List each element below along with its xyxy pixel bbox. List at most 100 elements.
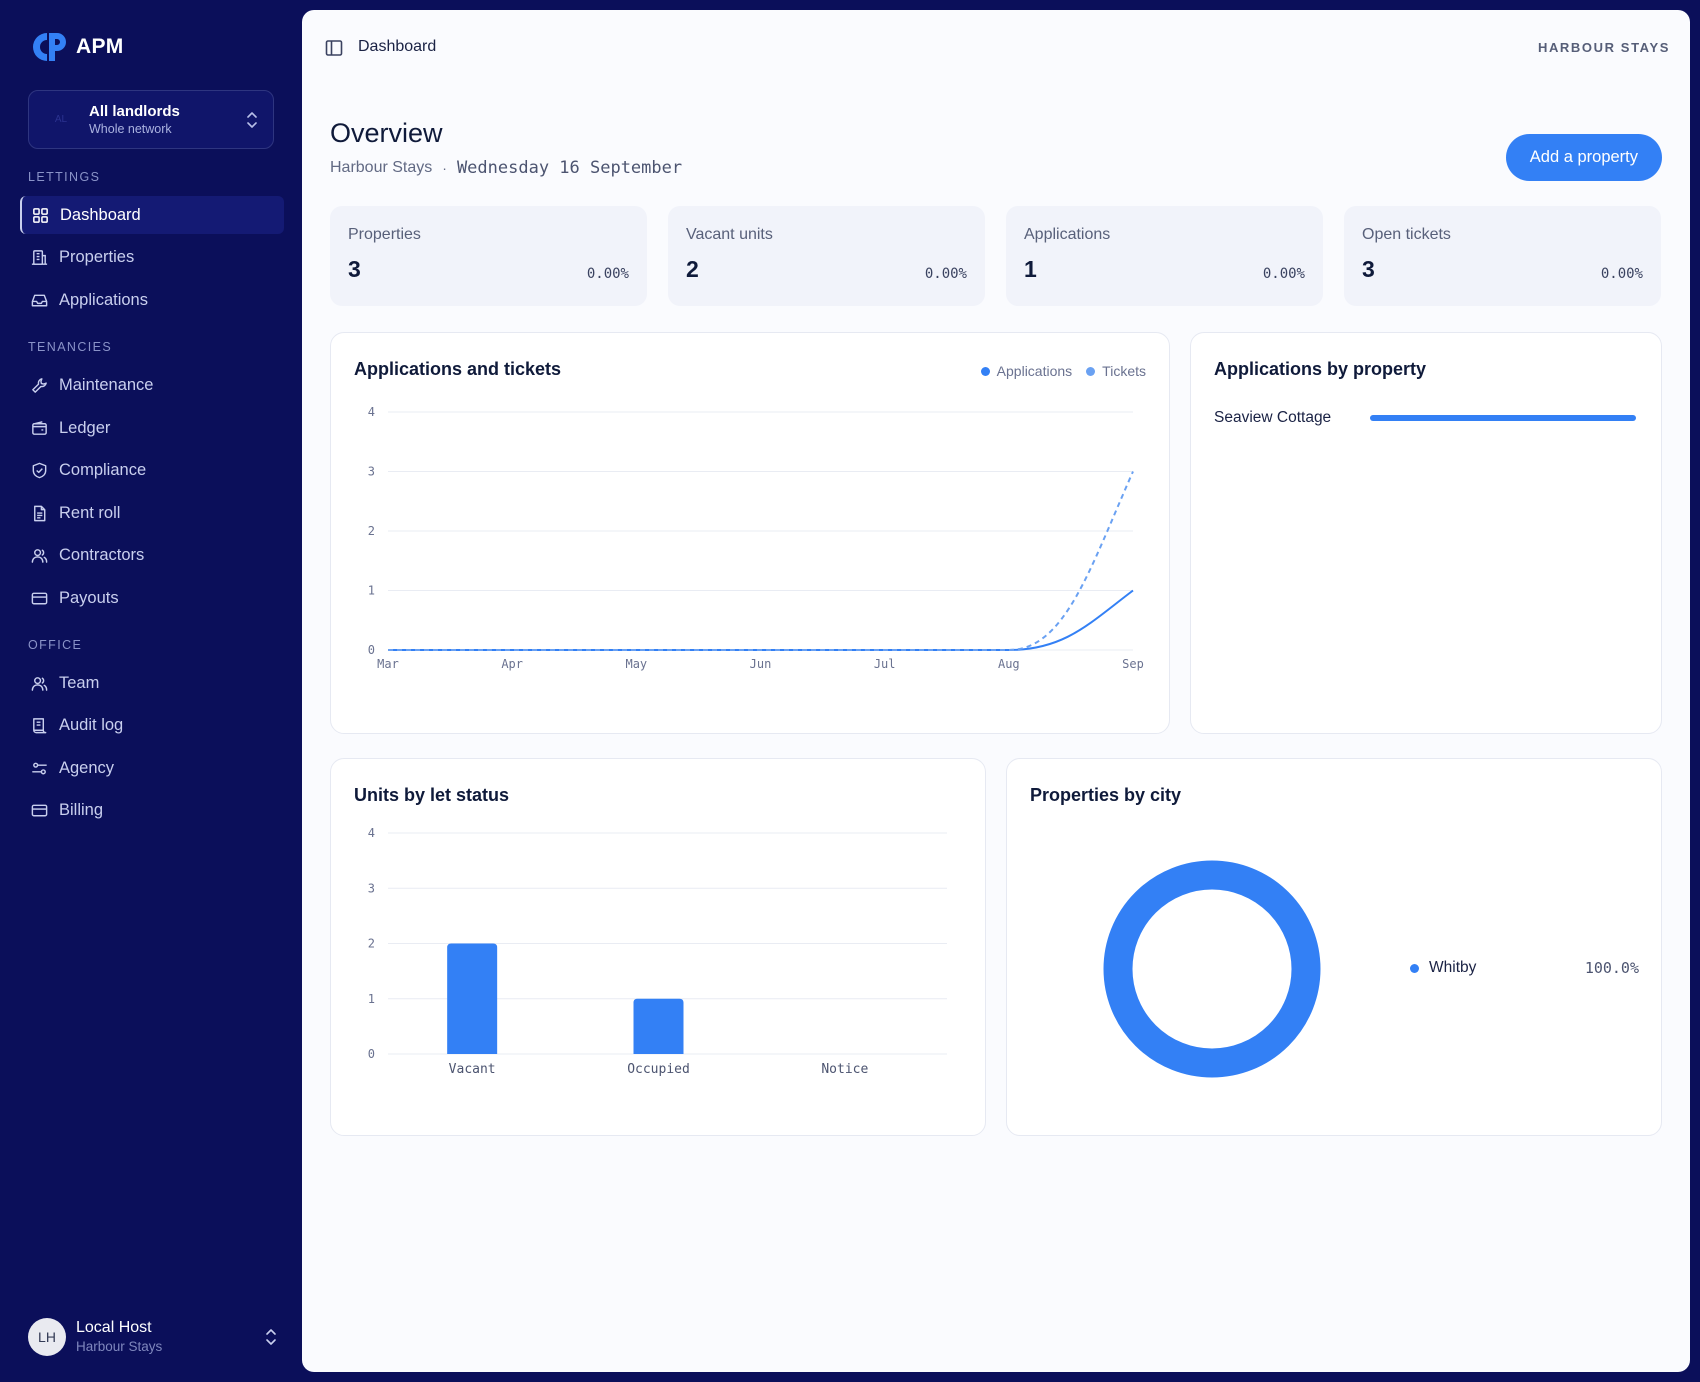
section-label-lettings: LETTINGS bbox=[28, 170, 101, 184]
sidebar-item-label: Compliance bbox=[59, 460, 147, 479]
stat-value: 3 bbox=[1362, 256, 1375, 282]
sidebar: APM AL All landlords Whole network LETTI… bbox=[0, 0, 302, 1382]
wallet-icon bbox=[30, 419, 49, 438]
y-tick-label: 3 bbox=[368, 881, 375, 895]
switcher-avatar: AL bbox=[54, 114, 68, 125]
sidebar-item-agency[interactable]: Agency bbox=[20, 749, 284, 787]
sidebar-item-compliance[interactable]: Compliance bbox=[20, 451, 284, 489]
section-label-tenancies: TENANCIES bbox=[28, 340, 113, 354]
card-icon bbox=[30, 801, 49, 820]
sidebar-item-label: Billing bbox=[59, 800, 104, 819]
stat-label: Applications bbox=[1024, 226, 1111, 243]
breadcrumb: Dashboard bbox=[358, 38, 437, 55]
chevron-up-down-icon bbox=[247, 111, 257, 128]
y-tick-label: 4 bbox=[368, 405, 375, 419]
x-tick-label: Sep bbox=[1122, 657, 1144, 671]
card-units-by-let-status: Units by let status 0 1 2 3 4 Vacant Occupied N… bbox=[330, 758, 986, 1136]
card-title: Applications and tickets bbox=[354, 359, 562, 379]
user-name: Local Host bbox=[76, 1319, 152, 1336]
sidebar-item-dashboard[interactable]: Dashboard bbox=[20, 196, 284, 234]
card-applications-and-tickets: Applications and tickets Applications Ti… bbox=[330, 332, 1170, 734]
property-name: Seaview Cottage bbox=[1214, 409, 1332, 426]
sidebar-item-label: Applications bbox=[59, 290, 148, 309]
sidebar-item-properties[interactable]: Properties bbox=[20, 238, 284, 276]
sidebar-toggle-icon[interactable] bbox=[324, 38, 344, 58]
users-icon bbox=[30, 674, 49, 693]
city-name: Whitby bbox=[1429, 959, 1477, 976]
property-bar-fill bbox=[1370, 415, 1636, 421]
legend-dot bbox=[1410, 963, 1419, 973]
card-icon bbox=[30, 589, 49, 608]
bar-occupied bbox=[633, 998, 684, 1054]
add-property-button[interactable]: Add a property bbox=[1505, 134, 1662, 181]
document-icon bbox=[30, 504, 49, 523]
apm-logo-icon bbox=[33, 33, 66, 61]
sidebar-item-contractors[interactable]: Contractors bbox=[20, 536, 284, 574]
brand[interactable]: APM bbox=[28, 30, 124, 64]
stat-label: Vacant units bbox=[686, 226, 773, 243]
sidebar-item-label: Payouts bbox=[59, 588, 119, 607]
property-bar-row: Seaview Cottage bbox=[1214, 409, 1636, 427]
wrench-icon bbox=[30, 376, 49, 395]
brand-name: APM bbox=[76, 35, 124, 58]
x-tick-label: Mar bbox=[377, 657, 399, 671]
x-tick-label: Aug bbox=[998, 657, 1020, 671]
x-tick-label: Notice bbox=[821, 1062, 868, 1077]
stat-label: Properties bbox=[348, 226, 421, 243]
bar-vacant bbox=[447, 943, 498, 1054]
sidebar-item-team[interactable]: Team bbox=[20, 664, 284, 702]
card-title: Units by let status bbox=[354, 785, 510, 805]
legend-item-applications: Applications bbox=[980, 363, 1072, 379]
sidebar-item-label: Agency bbox=[59, 758, 115, 777]
sidebar-item-applications[interactable]: Applications bbox=[20, 281, 284, 319]
sidebar-item-billing[interactable]: Billing bbox=[20, 791, 284, 829]
sidebar-item-label: Ledger bbox=[59, 418, 111, 437]
sidebar-item-maintenance[interactable]: Maintenance bbox=[20, 366, 284, 404]
section-label-office: OFFICE bbox=[28, 638, 83, 652]
chevron-up-down-icon bbox=[266, 1329, 276, 1345]
y-tick-label: 1 bbox=[368, 992, 375, 1006]
y-tick-label: 4 bbox=[368, 826, 375, 840]
inbox-icon bbox=[30, 291, 49, 310]
x-tick-label: May bbox=[625, 657, 647, 671]
avatar: LH bbox=[28, 1318, 66, 1356]
property-bar-track bbox=[1370, 415, 1636, 421]
city-legend: Whitby 100.0% bbox=[1410, 959, 1639, 977]
page-title: Overview bbox=[330, 118, 443, 148]
grid-icon bbox=[31, 206, 50, 225]
page-org: Harbour Stays bbox=[330, 159, 433, 176]
stat-value: 3 bbox=[348, 256, 361, 282]
stat-value: 1 bbox=[1024, 256, 1037, 282]
stat-delta: 0.00% bbox=[1600, 266, 1643, 282]
sidebar-item-label: Rent roll bbox=[59, 503, 121, 522]
line-chart: 0 1 2 3 4 Mar Apr May Jun Jul Aug Sep bbox=[368, 405, 1144, 671]
x-tick-label: Jun bbox=[750, 657, 772, 671]
sidebar-item-rent-roll[interactable]: Rent roll bbox=[20, 494, 284, 532]
chart-legend: Applications Tickets bbox=[980, 363, 1146, 379]
sidebar-item-payouts[interactable]: Payouts bbox=[20, 579, 284, 617]
landlord-switcher[interactable]: AL All landlords Whole network bbox=[28, 90, 274, 149]
card-title: Applications by property bbox=[1214, 359, 1427, 379]
legend-item-tickets: Tickets bbox=[1086, 363, 1146, 379]
stat-delta: 0.00% bbox=[586, 266, 629, 282]
building-icon bbox=[30, 248, 49, 267]
page-subtitle: Harbour Stays · Wednesday 16 September bbox=[330, 158, 682, 178]
city-percent: 100.0% bbox=[1584, 959, 1639, 977]
shield-icon bbox=[30, 461, 49, 480]
stat-delta: 0.00% bbox=[924, 266, 967, 282]
sidebar-item-ledger[interactable]: Ledger bbox=[20, 409, 284, 447]
y-tick-label: 0 bbox=[368, 643, 375, 657]
sidebar-item-label: Dashboard bbox=[60, 205, 141, 224]
stat-card-open-tickets: Open tickets 3 0.00% bbox=[1344, 206, 1661, 306]
sidebar-item-label: Audit log bbox=[59, 715, 124, 734]
sidebar-item-audit-log[interactable]: Audit log bbox=[20, 706, 284, 744]
donut-slice-whitby bbox=[1103, 860, 1321, 1078]
y-tick-label: 0 bbox=[368, 1047, 375, 1061]
switcher-subtitle: Whole network bbox=[89, 121, 172, 136]
stat-card-properties: Properties 3 0.00% bbox=[330, 206, 647, 306]
y-tick-label: 2 bbox=[368, 524, 375, 538]
card-applications-by-property: Applications by property Seaview Cottage bbox=[1190, 332, 1662, 734]
user-menu[interactable]: LH Local Host Harbour Stays bbox=[28, 1315, 278, 1359]
switcher-title: All landlords bbox=[89, 102, 180, 120]
stat-value: 2 bbox=[686, 256, 699, 282]
